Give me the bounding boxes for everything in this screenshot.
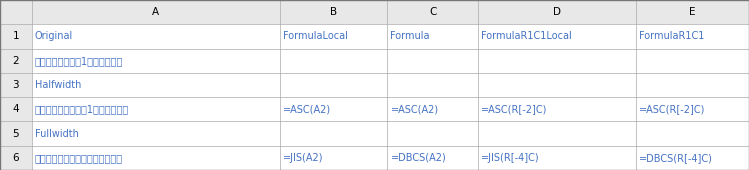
Bar bbox=[0, 24, 31, 49]
Bar bbox=[31, 49, 280, 73]
Bar bbox=[478, 49, 636, 73]
Bar bbox=[387, 73, 478, 97]
Bar bbox=[478, 146, 636, 170]
Bar bbox=[387, 97, 478, 121]
Bar bbox=[387, 121, 478, 146]
Text: =DBCS(A2): =DBCS(A2) bbox=[390, 153, 446, 163]
Text: E: E bbox=[689, 7, 696, 17]
Bar bbox=[280, 121, 387, 146]
Text: =JIS(A2): =JIS(A2) bbox=[283, 153, 324, 163]
Text: =ASC(A2): =ASC(A2) bbox=[283, 104, 331, 114]
Bar bbox=[280, 49, 387, 73]
Text: =ASC(R[-2]C): =ASC(R[-2]C) bbox=[639, 104, 706, 114]
Bar bbox=[0, 0, 31, 24]
Text: B: B bbox=[330, 7, 337, 17]
Bar bbox=[31, 24, 280, 49]
Text: ゴールドシップは1番人気です。: ゴールドシップは1番人気です。 bbox=[34, 56, 123, 66]
Bar bbox=[387, 0, 478, 24]
Bar bbox=[31, 0, 280, 24]
Bar bbox=[636, 73, 749, 97]
Text: 5: 5 bbox=[13, 129, 19, 139]
Text: C: C bbox=[429, 7, 437, 17]
Bar bbox=[280, 24, 387, 49]
Bar bbox=[636, 24, 749, 49]
Bar bbox=[0, 97, 31, 121]
Bar bbox=[478, 121, 636, 146]
Text: ゴールドシップは１番人気です。: ゴールドシップは１番人気です。 bbox=[34, 153, 123, 163]
Text: D: D bbox=[553, 7, 561, 17]
Text: ｺ゚ールドシップは1番人気です。: ｺ゚ールドシップは1番人気です。 bbox=[34, 104, 129, 114]
Bar bbox=[636, 97, 749, 121]
Text: 6: 6 bbox=[13, 153, 19, 163]
Text: =JIS(R[-4]C): =JIS(R[-4]C) bbox=[481, 153, 539, 163]
Text: 2: 2 bbox=[13, 56, 19, 66]
Bar bbox=[636, 121, 749, 146]
Bar bbox=[478, 24, 636, 49]
Bar bbox=[478, 97, 636, 121]
Text: 3: 3 bbox=[13, 80, 19, 90]
Bar bbox=[478, 73, 636, 97]
Bar bbox=[31, 121, 280, 146]
Bar bbox=[478, 0, 636, 24]
Bar bbox=[280, 146, 387, 170]
Bar bbox=[636, 0, 749, 24]
Bar bbox=[31, 97, 280, 121]
Text: =ASC(A2): =ASC(A2) bbox=[390, 104, 439, 114]
Bar bbox=[387, 146, 478, 170]
Text: FormulaR1C1: FormulaR1C1 bbox=[639, 31, 704, 41]
Text: =ASC(R[-2]C): =ASC(R[-2]C) bbox=[481, 104, 548, 114]
Text: Halfwidth: Halfwidth bbox=[34, 80, 81, 90]
Text: 4: 4 bbox=[13, 104, 19, 114]
Bar bbox=[0, 121, 31, 146]
Bar bbox=[0, 146, 31, 170]
Text: A: A bbox=[152, 7, 160, 17]
Text: FormulaLocal: FormulaLocal bbox=[283, 31, 348, 41]
Text: Fullwidth: Fullwidth bbox=[34, 129, 79, 139]
Text: Formula: Formula bbox=[390, 31, 430, 41]
Bar bbox=[31, 146, 280, 170]
Bar bbox=[636, 49, 749, 73]
Bar bbox=[0, 73, 31, 97]
Bar bbox=[387, 49, 478, 73]
Text: FormulaR1C1Local: FormulaR1C1Local bbox=[481, 31, 571, 41]
Text: 1: 1 bbox=[13, 31, 19, 41]
Bar bbox=[636, 146, 749, 170]
Bar bbox=[387, 24, 478, 49]
Text: Original: Original bbox=[34, 31, 73, 41]
Bar bbox=[0, 49, 31, 73]
Bar bbox=[280, 0, 387, 24]
Text: =DBCS(R[-4]C): =DBCS(R[-4]C) bbox=[639, 153, 713, 163]
Bar bbox=[280, 97, 387, 121]
Bar bbox=[31, 73, 280, 97]
Bar bbox=[280, 73, 387, 97]
